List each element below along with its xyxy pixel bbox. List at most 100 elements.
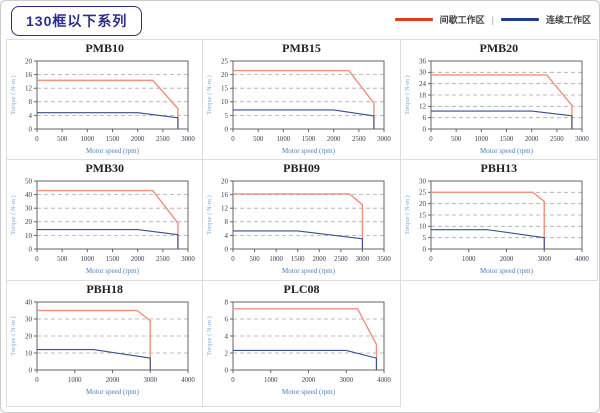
svg-text:1000: 1000 bbox=[264, 377, 278, 384]
svg-text:3000: 3000 bbox=[537, 256, 551, 263]
svg-text:0: 0 bbox=[232, 136, 236, 143]
svg-text:5: 5 bbox=[225, 112, 229, 120]
svg-text:20: 20 bbox=[25, 218, 33, 226]
legend-label-continuous: 连续工作区 bbox=[545, 15, 591, 25]
svg-text:Motor speed (rpm): Motor speed (rpm) bbox=[480, 147, 534, 155]
chart-cell-pmb15: PMB15 0 5 10 15 20 25 0 500 1000 1500 2000 2500 3000… bbox=[203, 39, 401, 160]
svg-text:Motor speed (rpm): Motor speed (rpm) bbox=[86, 267, 140, 275]
svg-text:20: 20 bbox=[25, 57, 33, 65]
chart-svg-pmb20: 0 6 12 18 24 30 36 0 500 1000 1500 2000 2500 3000 Moto… bbox=[404, 57, 589, 155]
svg-text:2000: 2000 bbox=[131, 136, 145, 143]
legend: 间歇工作区 | 连续工作区 bbox=[394, 13, 591, 26]
svg-text:30: 30 bbox=[419, 177, 427, 185]
chart-title-pmb15: PMB15 bbox=[282, 41, 321, 55]
svg-text:0: 0 bbox=[29, 366, 33, 374]
chart-title-pmb10: PMB10 bbox=[85, 41, 124, 55]
svg-text:Torque ( N-m ): Torque ( N-m ) bbox=[206, 75, 213, 114]
chart-cell-pmb20: PMB20 0 6 12 18 24 30 36 0 500 1000 1500 2000 2500 30… bbox=[400, 39, 598, 160]
series-title: 130框以下系列 bbox=[26, 13, 128, 29]
svg-text:4000: 4000 bbox=[378, 377, 392, 384]
chart-plc08: 0 2 4 6 8 0 1000 2000 3000 4000 Motor speed (rpm) T… bbox=[203, 296, 399, 400]
svg-text:3000: 3000 bbox=[181, 136, 195, 143]
svg-text:1500: 1500 bbox=[499, 136, 513, 143]
svg-text:500: 500 bbox=[250, 256, 261, 263]
svg-text:30: 30 bbox=[419, 69, 427, 77]
svg-text:1500: 1500 bbox=[302, 136, 316, 143]
svg-text:2000: 2000 bbox=[499, 256, 513, 263]
svg-text:0: 0 bbox=[35, 377, 39, 384]
svg-text:8: 8 bbox=[225, 298, 229, 306]
svg-text:Motor speed (rpm): Motor speed (rpm) bbox=[86, 147, 140, 155]
svg-text:0: 0 bbox=[422, 125, 426, 133]
chart-pbh09: 0 4 8 12 16 20 0 500 1000 1500 2000 2500 3000 3500 Mot… bbox=[203, 175, 399, 279]
chart-pmb30: 0 10 20 30 40 50 0 500 1000 1500 2000 2500 3000 Motor… bbox=[7, 175, 202, 279]
chart-title-pbh13: PBH13 bbox=[480, 161, 518, 175]
svg-text:Motor speed (rpm): Motor speed (rpm) bbox=[480, 267, 534, 275]
svg-text:4000: 4000 bbox=[575, 256, 589, 263]
svg-text:3000: 3000 bbox=[356, 256, 370, 263]
svg-text:3000: 3000 bbox=[143, 377, 157, 384]
svg-text:1500: 1500 bbox=[106, 136, 120, 143]
svg-text:20: 20 bbox=[221, 71, 229, 79]
svg-text:2: 2 bbox=[225, 349, 229, 357]
svg-text:15: 15 bbox=[221, 85, 229, 93]
svg-text:5: 5 bbox=[422, 234, 426, 242]
svg-text:1000: 1000 bbox=[277, 136, 291, 143]
svg-text:Motor speed (rpm): Motor speed (rpm) bbox=[282, 267, 336, 275]
svg-text:2500: 2500 bbox=[334, 256, 348, 263]
chart-svg-pbh18: 0 10 20 30 40 0 1000 2000 3000 4000 Motor speed (r… bbox=[10, 298, 195, 396]
svg-text:50: 50 bbox=[25, 177, 33, 185]
svg-text:16: 16 bbox=[25, 71, 33, 79]
chart-cell-pbh09: PBH09 0 4 8 12 16 20 0 500 1000 1500 2000 2500 3000 3… bbox=[203, 160, 401, 281]
svg-text:1000: 1000 bbox=[462, 256, 476, 263]
svg-text:30: 30 bbox=[25, 315, 33, 323]
svg-text:500: 500 bbox=[451, 136, 462, 143]
svg-text:12: 12 bbox=[25, 85, 33, 93]
svg-text:36: 36 bbox=[419, 57, 427, 65]
chart-svg-pbh09: 0 4 8 12 16 20 0 500 1000 1500 2000 2500 3000 3500 Mot… bbox=[206, 177, 391, 275]
svg-text:2500: 2500 bbox=[156, 136, 170, 143]
svg-text:2000: 2000 bbox=[313, 256, 327, 263]
chart-pmb15: 0 5 10 15 20 25 0 500 1000 1500 2000 2500 3000 Motor … bbox=[203, 55, 399, 159]
svg-text:0: 0 bbox=[429, 136, 433, 143]
svg-text:2000: 2000 bbox=[106, 377, 120, 384]
chart-title-pbh09: PBH09 bbox=[283, 161, 320, 175]
svg-text:6: 6 bbox=[422, 114, 426, 122]
chart-title-pmb30: PMB30 bbox=[85, 161, 124, 175]
svg-text:3000: 3000 bbox=[181, 256, 195, 263]
svg-text:Motor speed (rpm): Motor speed (rpm) bbox=[86, 388, 140, 396]
svg-text:12: 12 bbox=[221, 205, 229, 213]
svg-text:25: 25 bbox=[419, 189, 427, 197]
svg-text:0: 0 bbox=[422, 245, 426, 253]
svg-text:Torque ( N-m ): Torque ( N-m ) bbox=[10, 195, 17, 234]
svg-text:1000: 1000 bbox=[270, 256, 284, 263]
svg-text:2000: 2000 bbox=[302, 377, 316, 384]
svg-text:4: 4 bbox=[29, 112, 33, 120]
svg-text:25: 25 bbox=[221, 57, 229, 65]
chart-svg-pmb10: 0 4 8 12 16 20 0 500 1000 1500 2000 2500 3000 Motor s… bbox=[10, 57, 195, 155]
svg-text:2500: 2500 bbox=[550, 136, 564, 143]
svg-text:0: 0 bbox=[232, 256, 236, 263]
svg-text:2000: 2000 bbox=[525, 136, 539, 143]
svg-text:4000: 4000 bbox=[181, 377, 195, 384]
svg-text:Torque ( N-m ): Torque ( N-m ) bbox=[404, 75, 411, 114]
chart-svg-pbh13: 0 5 10 15 20 25 30 0 1000 2000 3000 4000 Motor speed… bbox=[404, 177, 589, 275]
svg-text:Motor speed (rpm): Motor speed (rpm) bbox=[282, 388, 336, 396]
svg-text:10: 10 bbox=[419, 223, 427, 231]
svg-text:10: 10 bbox=[25, 232, 33, 240]
svg-text:0: 0 bbox=[225, 125, 229, 133]
svg-text:0: 0 bbox=[29, 125, 33, 133]
series-title-box: 130框以下系列 bbox=[11, 6, 143, 36]
svg-text:Motor speed (rpm): Motor speed (rpm) bbox=[282, 147, 336, 155]
svg-text:8: 8 bbox=[29, 98, 33, 106]
svg-text:500: 500 bbox=[57, 136, 68, 143]
svg-text:0: 0 bbox=[225, 245, 229, 253]
svg-text:30: 30 bbox=[25, 205, 33, 213]
svg-text:20: 20 bbox=[25, 332, 33, 340]
svg-text:10: 10 bbox=[25, 349, 33, 357]
svg-text:Torque ( N-m ): Torque ( N-m ) bbox=[206, 195, 213, 234]
chart-pbh18: 0 10 20 30 40 0 1000 2000 3000 4000 Motor speed (r… bbox=[7, 296, 202, 400]
svg-text:20: 20 bbox=[419, 200, 427, 208]
svg-text:18: 18 bbox=[419, 91, 427, 99]
chart-svg-plc08: 0 2 4 6 8 0 1000 2000 3000 4000 Motor speed (rpm) T… bbox=[206, 298, 392, 396]
